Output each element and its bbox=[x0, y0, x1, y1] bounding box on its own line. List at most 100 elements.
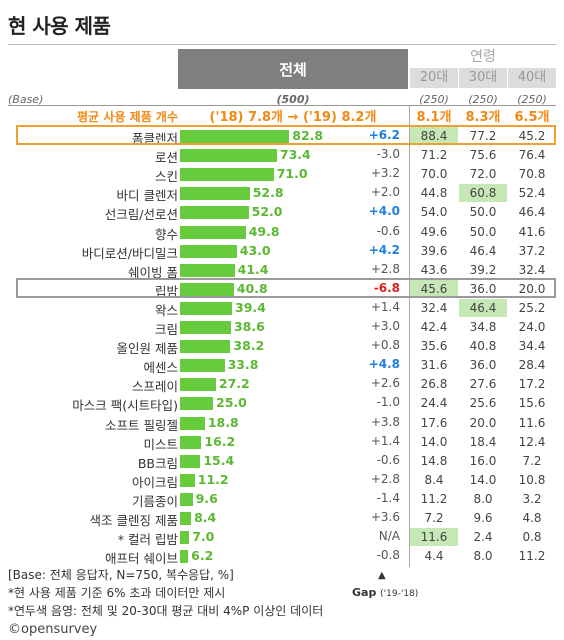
bar bbox=[180, 301, 232, 315]
bar-value-label: 25.0 bbox=[216, 395, 247, 411]
category-label: 바디 클렌저 bbox=[116, 188, 178, 204]
bar bbox=[180, 263, 235, 277]
age-value-20s: 4.4 bbox=[424, 549, 444, 564]
gap-value: -0.6 bbox=[376, 452, 400, 467]
category-label: 미스트 bbox=[143, 436, 178, 452]
age-value-30s: 9.6 bbox=[473, 511, 493, 525]
age-value-20s: 32.4 bbox=[420, 300, 448, 315]
category-label: 쉐이빙 폼 bbox=[128, 264, 178, 280]
age-value-30s: 8.0 bbox=[473, 549, 493, 564]
bar-value-label: 9.6 bbox=[195, 490, 218, 506]
chart-row: 마스크 팩(시트타입) 25.0 -1.0 24.4 25.6 15.6 bbox=[0, 394, 564, 413]
age-value-20s: 7.2 bbox=[424, 511, 444, 525]
chart-row: 스킨 71.0 +3.2 70.0 72.0 70.8 bbox=[0, 165, 564, 184]
category-label: 스프레이 bbox=[131, 379, 178, 395]
age-value-40s: 17.2 bbox=[518, 377, 546, 392]
age-value-30s: 46.4 bbox=[469, 243, 497, 258]
category-label: 소프트 필링젤 bbox=[105, 417, 178, 433]
age-value-40s: 11.6 bbox=[518, 415, 546, 430]
page-title: 현 사용 제품 bbox=[8, 14, 111, 38]
category-label: BB크림 bbox=[137, 455, 178, 471]
chart-row: 아이크림 11.2 +2.8 8.4 14.0 10.8 bbox=[0, 471, 564, 490]
age-value-40s: 12.4 bbox=[518, 434, 546, 449]
age-value-20s: 71.2 bbox=[420, 148, 448, 163]
age-group-header: 연령 bbox=[470, 49, 496, 65]
footnote-threshold: *현 사용 제품 기준 6% 초과 데이터만 제시 bbox=[8, 586, 226, 600]
gap-legend-period: ('19-'18) bbox=[380, 589, 419, 599]
gap-value: -0.6 bbox=[376, 223, 400, 238]
bar bbox=[180, 187, 250, 201]
category-label: * 컬러 립밤 bbox=[117, 532, 178, 548]
bar-value-label: 71.0 bbox=[276, 166, 308, 182]
age-value-40s: 34.4 bbox=[518, 339, 546, 354]
category-label: 에센스 bbox=[143, 360, 178, 376]
footnote-base: [Base: 전체 응답자, N=750, 복수응답, %] bbox=[8, 568, 234, 582]
chart-row: 향수 49.8 -0.6 49.6 50.0 41.6 bbox=[0, 223, 564, 242]
age-value-30s: 75.6 bbox=[469, 148, 497, 163]
bar bbox=[180, 244, 237, 258]
bar-value-label: 15.4 bbox=[203, 452, 235, 468]
gap-legend: Gap ('19-'18) bbox=[352, 586, 418, 599]
age-value-30s: 8.0 bbox=[473, 491, 493, 506]
age-value-30s: 50.0 bbox=[469, 224, 497, 239]
gap-legend-label: Gap bbox=[352, 586, 377, 599]
age-value-20s: 49.6 bbox=[420, 224, 448, 239]
chart-row: BB크림 15.4 -0.6 14.8 16.0 7.2 bbox=[0, 452, 564, 471]
chart-row: 선크림/선로션 52.0 +4.0 54.0 50.0 46.4 bbox=[0, 203, 564, 222]
category-label: 향수 bbox=[154, 226, 178, 242]
age-value-20s: 11.2 bbox=[420, 491, 448, 506]
age-value-40s: 45.2 bbox=[518, 129, 546, 143]
gap-value: -3.0 bbox=[376, 147, 400, 162]
age-value-40s: 15.6 bbox=[518, 396, 546, 411]
gap-value: +4.0 bbox=[368, 204, 400, 219]
age-value-40s: 76.4 bbox=[518, 148, 546, 163]
chart-row: 쉐이빙 폼 41.4 +2.8 43.6 39.2 32.4 bbox=[0, 261, 564, 280]
avg-count-30s: 8.3개 bbox=[465, 110, 501, 125]
age-value-20s: 70.0 bbox=[420, 167, 448, 182]
category-label: 스킨 bbox=[154, 169, 178, 185]
chart-row: 왁스 39.4 +1.4 32.4 46.4 25.2 bbox=[0, 298, 564, 318]
bar bbox=[180, 492, 193, 506]
chart-row: 립밤 40.8 -6.8 45.6 36.0 20.0 bbox=[0, 279, 564, 299]
age-value-30s: 27.6 bbox=[469, 377, 497, 392]
age-value-30s: 60.8 bbox=[459, 184, 507, 203]
gap-value: +6.2 bbox=[368, 128, 400, 142]
bar bbox=[180, 340, 231, 354]
age-value-20s: 26.8 bbox=[420, 377, 448, 392]
base-divider bbox=[8, 105, 556, 106]
bar-value-label: 6.2 bbox=[191, 548, 214, 564]
age-value-30s: 46.4 bbox=[459, 298, 507, 317]
bar bbox=[180, 397, 213, 411]
age-value-40s: 3.2 bbox=[522, 491, 542, 506]
bar bbox=[180, 435, 202, 449]
chart-row: * 컬러 립밤 7.0 N/A 11.6 2.4 0.8 bbox=[0, 528, 564, 547]
chart-row: 폼클렌저 82.8 +6.2 88.4 77.2 45.2 bbox=[0, 127, 564, 146]
bar bbox=[180, 130, 290, 143]
bar-value-label: 38.2 bbox=[233, 338, 265, 354]
bar bbox=[180, 512, 192, 525]
age-value-30s: 18.4 bbox=[469, 434, 497, 449]
bar bbox=[180, 454, 201, 468]
category-label: 로션 bbox=[154, 150, 178, 166]
age-value-40s: 52.4 bbox=[518, 186, 546, 201]
gap-value: +2.8 bbox=[370, 261, 400, 276]
bar-value-label: 33.8 bbox=[227, 357, 259, 373]
age-value-20s: 39.6 bbox=[420, 243, 448, 258]
chart-row: 에센스 33.8 +4.8 31.6 36.0 28.4 bbox=[0, 356, 564, 375]
bar-value-label: 38.6 bbox=[233, 319, 265, 334]
age-value-30s: 34.8 bbox=[469, 320, 497, 334]
bar-value-label: 43.0 bbox=[239, 242, 271, 258]
age-value-20s: 31.6 bbox=[420, 358, 448, 373]
age-value-40s: 41.6 bbox=[518, 224, 546, 239]
bar-value-label: 52.0 bbox=[251, 204, 283, 220]
category-label: 폼클렌저 bbox=[131, 131, 178, 146]
bar-value-label: 8.4 bbox=[194, 510, 217, 525]
age-value-40s: 0.8 bbox=[522, 530, 542, 545]
category-label: 올인원 제품 bbox=[116, 341, 178, 357]
category-label: 아이크림 bbox=[131, 474, 178, 490]
age-value-20s: 14.0 bbox=[420, 434, 448, 449]
age-value-30s: 77.2 bbox=[469, 129, 497, 143]
age-value-40s: 10.8 bbox=[518, 472, 546, 487]
age-value-30s: 72.0 bbox=[469, 167, 497, 182]
age-value-20s: 24.4 bbox=[420, 396, 448, 411]
